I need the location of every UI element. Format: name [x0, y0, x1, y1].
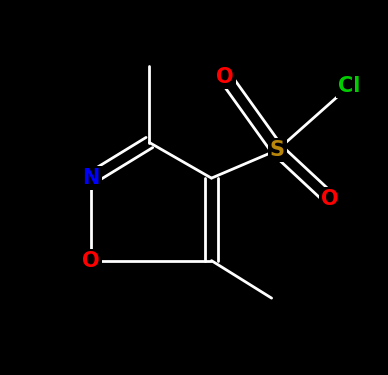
- Text: N: N: [83, 168, 100, 188]
- Text: O: O: [82, 251, 100, 271]
- Text: Cl: Cl: [338, 76, 360, 96]
- Text: S: S: [270, 140, 285, 160]
- Text: O: O: [216, 67, 234, 87]
- Text: O: O: [321, 189, 339, 209]
